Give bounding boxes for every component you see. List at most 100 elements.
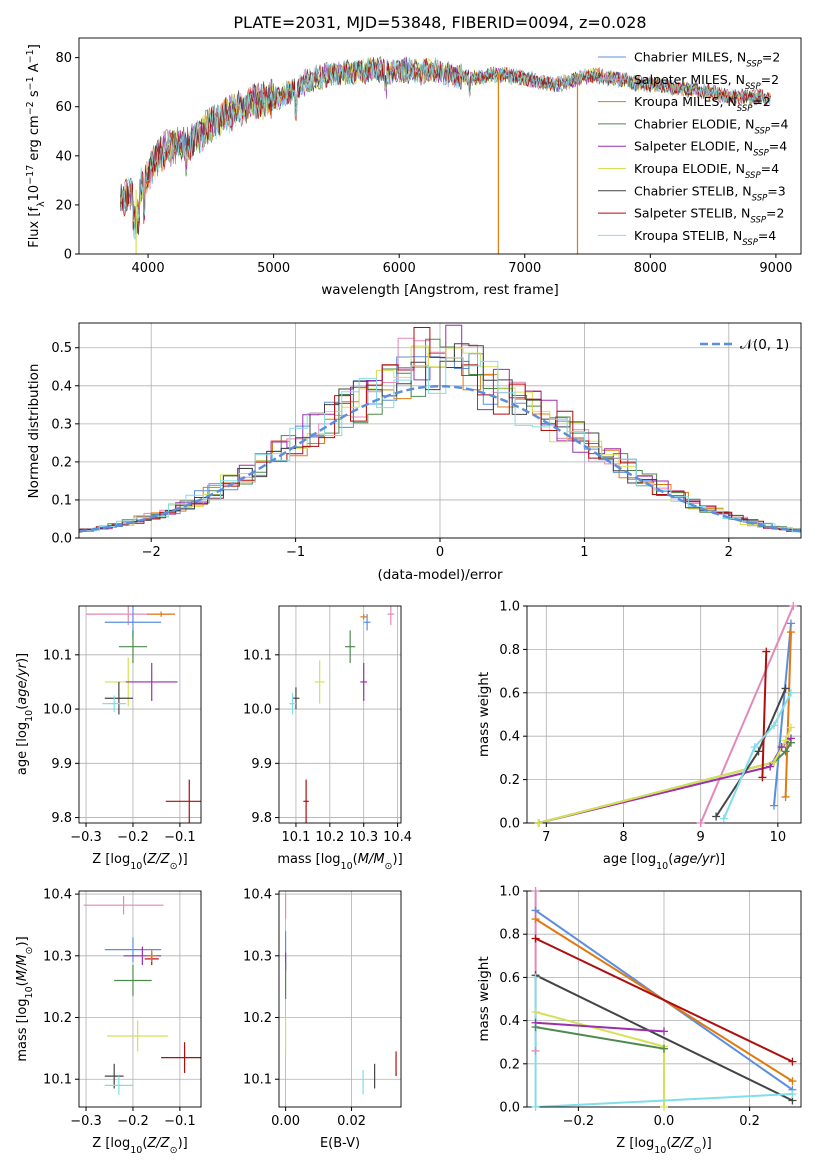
data-marker bbox=[786, 688, 795, 697]
data-marker bbox=[660, 1044, 668, 1053]
tick-label-y: 0.8 bbox=[499, 928, 520, 943]
series-line bbox=[538, 742, 792, 823]
series-line bbox=[722, 692, 792, 820]
axes-mass-vs-EBV: 0.00 0.02 10.1 10.2 10.3 10.4 bbox=[243, 888, 402, 1129]
series-line bbox=[538, 727, 792, 823]
data-marker bbox=[777, 743, 786, 752]
plot-area bbox=[120, 55, 771, 254]
tick-label-x: −0.3 bbox=[70, 1114, 102, 1129]
data-marker bbox=[534, 819, 543, 827]
data-marker bbox=[766, 762, 775, 771]
data-marker bbox=[788, 1077, 797, 1086]
x-axis-label: wavelength [Angstrom, rest frame] bbox=[321, 282, 559, 298]
tick-label-x: −0.3 bbox=[70, 830, 102, 845]
axes-frame bbox=[78, 322, 802, 539]
axes-frame bbox=[526, 605, 802, 824]
legend-entry: Chabrier MILES, NSSP=2 bbox=[634, 50, 780, 70]
tick-label-y: 10.3 bbox=[243, 949, 272, 964]
tick-label-y: 0.0 bbox=[499, 817, 520, 832]
histogram-step bbox=[79, 324, 801, 533]
series-line bbox=[761, 651, 768, 778]
data-marker bbox=[786, 723, 795, 732]
data-marker bbox=[786, 619, 795, 628]
tick-label-x: 0.00 bbox=[271, 1114, 300, 1129]
tick-label-y: 0.2 bbox=[51, 455, 72, 470]
axes-spectrum: 4000 5000 6000 7000 8000 9000 0 20 40 60 80 bbox=[55, 37, 802, 276]
tick-label-y: 0.4 bbox=[499, 1014, 520, 1029]
data-marker bbox=[762, 647, 771, 656]
data-marker bbox=[712, 812, 721, 821]
tick-label-x: 0.02 bbox=[337, 1114, 366, 1129]
x-axis-label: (data-model)/error bbox=[377, 567, 503, 583]
tick-label-x: −0.2 bbox=[117, 1114, 149, 1129]
tick-label-x: 10.1 bbox=[281, 830, 310, 845]
axes-massweight-vs-age: 7 8 9 10 0.0 0.2 0.4 0.6 0.8 1.0 bbox=[499, 600, 802, 845]
tick-label-x: 6000 bbox=[383, 261, 416, 276]
tick-label-y: 0.6 bbox=[499, 686, 520, 701]
tick-label-x: 5000 bbox=[257, 261, 290, 276]
legend-entry: Kroupa ELODIE, NSSP=4 bbox=[634, 161, 779, 181]
histogram-step bbox=[79, 343, 801, 533]
legend-entry: Salpeter MILES, NSSP=2 bbox=[634, 72, 779, 92]
y-axis-label: mass [log10(M/M⊙)] bbox=[15, 936, 35, 1061]
tick-label-x: −0.2 bbox=[563, 1114, 595, 1129]
legend-entry: Kroupa STELIB, NSSP=4 bbox=[634, 228, 776, 248]
tick-label-y: 0.4 bbox=[51, 379, 72, 394]
tick-label-y: 0.0 bbox=[499, 1101, 520, 1116]
tick-label-x: 7000 bbox=[508, 261, 541, 276]
data-marker bbox=[531, 887, 540, 895]
tick-label-x: −0.1 bbox=[164, 830, 196, 845]
legend-entry: Salpeter ELODIE, NSSP=4 bbox=[634, 139, 787, 159]
plot-area bbox=[83, 895, 201, 1095]
tick-label-y: 9.8 bbox=[251, 811, 272, 826]
tick-label-x: 10.2 bbox=[315, 830, 344, 845]
axes-age-vs-Z: −0.3 −0.2 −0.1 9.8 9.9 10.0 10.1 bbox=[43, 605, 202, 845]
series-line bbox=[773, 623, 792, 806]
y-axis-label: age [log10(age/yr)] bbox=[15, 653, 35, 775]
data-marker bbox=[789, 602, 798, 610]
tick-label-y: 10.0 bbox=[243, 703, 272, 718]
tick-label-y: 10.1 bbox=[43, 648, 72, 663]
tick-label-y: 10.3 bbox=[43, 949, 72, 964]
series-line bbox=[535, 937, 793, 1063]
tick-label-x: 10.3 bbox=[349, 830, 378, 845]
x-axis-label: Z [log10(Z/Z⊙)] bbox=[92, 1136, 187, 1156]
tick-label-y: 0.5 bbox=[51, 341, 72, 356]
tick-label-x: 7 bbox=[542, 830, 550, 845]
plot-area bbox=[538, 606, 795, 823]
spectrum-line bbox=[120, 57, 771, 236]
tick-label-y: 1.0 bbox=[499, 885, 520, 900]
x-axis-label: age [log10(age/yr)] bbox=[603, 852, 725, 872]
plot-area bbox=[284, 894, 397, 1095]
tick-label-x: 10 bbox=[770, 830, 787, 845]
tick-label-x: −2 bbox=[142, 545, 161, 560]
x-axis-label: mass [log10(M/M⊙)] bbox=[277, 852, 402, 872]
plot-area bbox=[79, 324, 801, 534]
data-marker bbox=[696, 819, 705, 827]
data-marker bbox=[750, 743, 759, 752]
axes-age-vs-mass: 10.1 10.2 10.3 10.4 9.8 9.9 10.0 10.1 bbox=[243, 605, 412, 845]
data-marker bbox=[754, 747, 763, 756]
legend-entry: Kroupa MILES, NSSP=2 bbox=[634, 94, 771, 114]
tick-label-y: 40 bbox=[55, 149, 72, 164]
tick-label-x: 10.4 bbox=[383, 830, 412, 845]
y-axis-label: mass weight bbox=[476, 956, 492, 1041]
tick-label-x: 1 bbox=[580, 545, 588, 560]
tick-label-y: 9.9 bbox=[51, 757, 72, 772]
x-axis-label: Z [log10(Z/Z⊙)] bbox=[92, 852, 187, 872]
tick-label-y: 10.0 bbox=[43, 703, 72, 718]
tick-label-y: 0.0 bbox=[51, 532, 72, 547]
tick-label-y: 80 bbox=[55, 51, 72, 66]
axes-mass-vs-Z: −0.3 −0.2 −0.1 10.1 10.2 10.3 10.4 bbox=[43, 888, 202, 1129]
tick-label-y: 20 bbox=[55, 198, 72, 213]
tick-label-y: 0.8 bbox=[499, 643, 520, 658]
data-marker bbox=[788, 1090, 797, 1099]
tick-label-y: 0.2 bbox=[499, 1057, 520, 1072]
tick-label-x: 0 bbox=[436, 545, 444, 560]
normal-curve bbox=[79, 384, 801, 533]
data-marker bbox=[788, 1057, 797, 1066]
series-line bbox=[535, 1026, 665, 1050]
y-axis-label: Normed distribution bbox=[26, 364, 42, 499]
tick-label-y: 0.4 bbox=[499, 730, 520, 745]
